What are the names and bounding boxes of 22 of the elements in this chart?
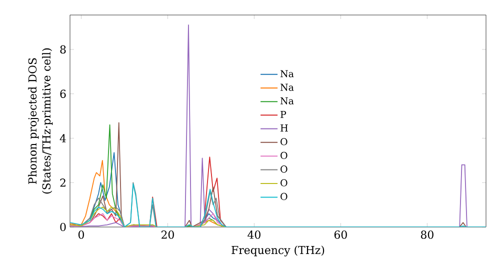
y-axis-title: Phonon projected DOS (States/THz·primitive cell) (28, 48, 53, 194)
legend-label: Na (280, 84, 294, 91)
x-tick-label: 0 (78, 230, 84, 239)
y-tick-label: 0 (60, 222, 66, 232)
legend-label: O (280, 138, 288, 146)
legend-label: P (280, 110, 286, 118)
legend-label: O (280, 166, 288, 173)
legend-label: Na (280, 97, 294, 104)
legend-label: H (280, 124, 288, 132)
y-tick-label: 8 (60, 45, 66, 54)
x-axis-title: Frequency (THz) (232, 246, 324, 256)
y-tick-label: 2 (60, 178, 66, 187)
legend-label: O (280, 152, 288, 159)
x-tick-label: 80 (420, 230, 434, 239)
x-tick-label: 20 (162, 230, 174, 239)
y-tick-label: 6 (60, 90, 66, 98)
y-tick-label: 4 (60, 134, 66, 142)
legend-label: O (280, 192, 288, 200)
x-tick-label: 60 (334, 230, 347, 239)
legend-label: O (280, 179, 288, 186)
x-tick-label: 40 (248, 230, 260, 239)
legend-label: Na (280, 70, 294, 78)
